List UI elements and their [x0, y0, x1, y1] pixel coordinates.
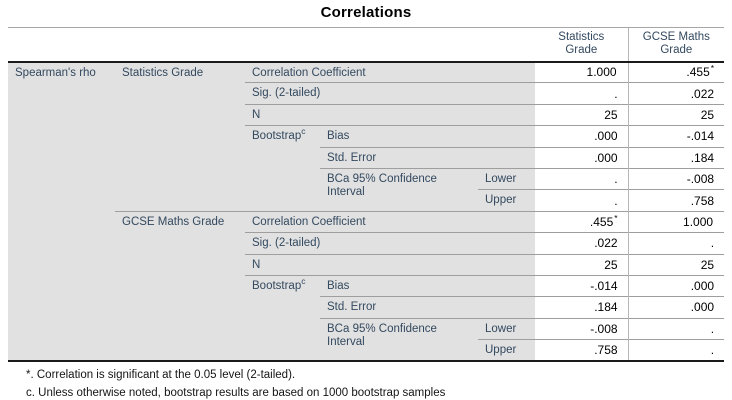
value-cell: . — [627, 317, 725, 340]
value-cell: .000 — [627, 274, 725, 297]
table-row: Std. Error .000 .184 — [8, 146, 725, 169]
header-stub-cell — [8, 27, 536, 63]
row-label-bca-interval: BCa 95% Confidence Interval — [320, 167, 478, 212]
value-cell: .184 — [627, 146, 725, 169]
value-cell: -.014 — [627, 125, 725, 148]
value-cell: 1.000 — [627, 210, 725, 233]
row-dimension-spearmans-rho: Spearman's rho — [8, 60, 115, 361]
footnote-mark-c: c — [301, 126, 306, 137]
value-cell: .184 — [535, 296, 629, 319]
value-cell: 25 — [627, 253, 725, 276]
table-row: Sig. (2-tailed) . .022 — [8, 82, 725, 105]
table-title: Correlations — [320, 4, 412, 21]
footnote-bootstrap: c. Unless otherwise noted, bootstrap res… — [26, 386, 446, 399]
value-cell: . — [535, 167, 629, 190]
column-header-statistics-grade: Statistics Grade — [535, 27, 629, 63]
row-label-upper: Upper — [478, 339, 536, 361]
value-cell: .000 — [535, 125, 629, 148]
correlations-table: Statistics Grade GCSE Maths Grade Spearm… — [8, 27, 725, 362]
row-label-bca-interval: BCa 95% Confidence Interval — [320, 317, 478, 361]
value-cell: -.008 — [535, 317, 629, 340]
row-label-sig-2-tailed: Sig. (2-tailed) — [245, 82, 536, 105]
value-cell: 25 — [535, 103, 629, 126]
footnote-significance: *. Correlation is significant at the 0.0… — [26, 368, 296, 381]
row-label-n: N — [245, 253, 536, 276]
row-label-sig-2-tailed: Sig. (2-tailed) — [245, 232, 536, 255]
row-group-gcse-maths-grade: GCSE Maths Grade — [115, 210, 245, 361]
value-cell: .022 — [535, 232, 629, 255]
table-row: N 25 25 — [8, 253, 725, 276]
value-cell: .022 — [627, 82, 725, 105]
significance-mark: * — [710, 63, 715, 74]
value-cell: 25 — [535, 253, 629, 276]
significance-mark: * — [614, 212, 618, 223]
table-row: Spearman's rho Statistics Grade Correlat… — [8, 60, 725, 361]
table-row: Sig. (2-tailed) .022 . — [8, 232, 725, 255]
table-row: Bootstrapc Bias -.014 .000 — [8, 274, 725, 361]
table-row: GCSE Maths Grade Correlation Coefficient… — [8, 210, 725, 361]
row-label-std-error: Std. Error — [320, 146, 536, 169]
row-label-correlation-coefficient: Correlation Coefficient — [245, 60, 536, 83]
row-label-lower: Lower — [478, 167, 536, 190]
table-footnotes: *. Correlation is significant at the 0.0… — [26, 369, 732, 399]
column-header-gcse-maths-grade: GCSE Maths Grade — [627, 27, 725, 63]
row-label-correlation-coefficient: Correlation Coefficient — [245, 210, 536, 233]
value-cell: .455* — [627, 60, 725, 83]
row-label-upper: Upper — [478, 189, 536, 212]
footnote-mark-c: c — [301, 276, 306, 287]
table-row: BCa 95% Confidence Interval Lower . -.00… — [8, 167, 725, 212]
value-cell: -.014 — [535, 274, 629, 297]
value-cell: . — [535, 189, 629, 212]
row-label-bootstrap: Bootstrapc — [245, 274, 320, 361]
row-label-bootstrap: Bootstrapc — [245, 125, 320, 212]
table-row: Upper . .758 — [8, 189, 725, 212]
table-row: Upper .758 . — [8, 339, 725, 361]
value-cell: -.008 — [627, 167, 725, 190]
table-row: BCa 95% Confidence Interval Lower -.008 … — [8, 317, 725, 361]
value-cell: . — [627, 339, 725, 361]
row-label-n: N — [245, 103, 536, 126]
row-group-statistics-grade: Statistics Grade — [115, 61, 245, 212]
table-row: Std. Error .184 .000 — [8, 296, 725, 319]
row-label-lower: Lower — [478, 317, 536, 340]
value-cell: . — [535, 82, 629, 105]
table-row: N 25 25 — [8, 103, 725, 126]
value-cell: . — [627, 232, 725, 255]
value-cell: .000 — [535, 146, 629, 169]
row-label-bias: Bias — [320, 274, 536, 297]
table-row: Bootstrapc Bias .000 -.014 — [8, 125, 725, 212]
column-header-row: Statistics Grade GCSE Maths Grade — [8, 27, 725, 63]
value-cell: .455* — [535, 210, 629, 233]
value-cell: .758 — [627, 189, 725, 212]
row-label-bias: Bias — [320, 125, 536, 148]
value-cell: .758 — [535, 339, 629, 361]
value-cell: 25 — [627, 103, 725, 126]
value-cell: 1.000 — [535, 60, 629, 83]
row-label-std-error: Std. Error — [320, 296, 536, 319]
value-cell: .000 — [627, 296, 725, 319]
